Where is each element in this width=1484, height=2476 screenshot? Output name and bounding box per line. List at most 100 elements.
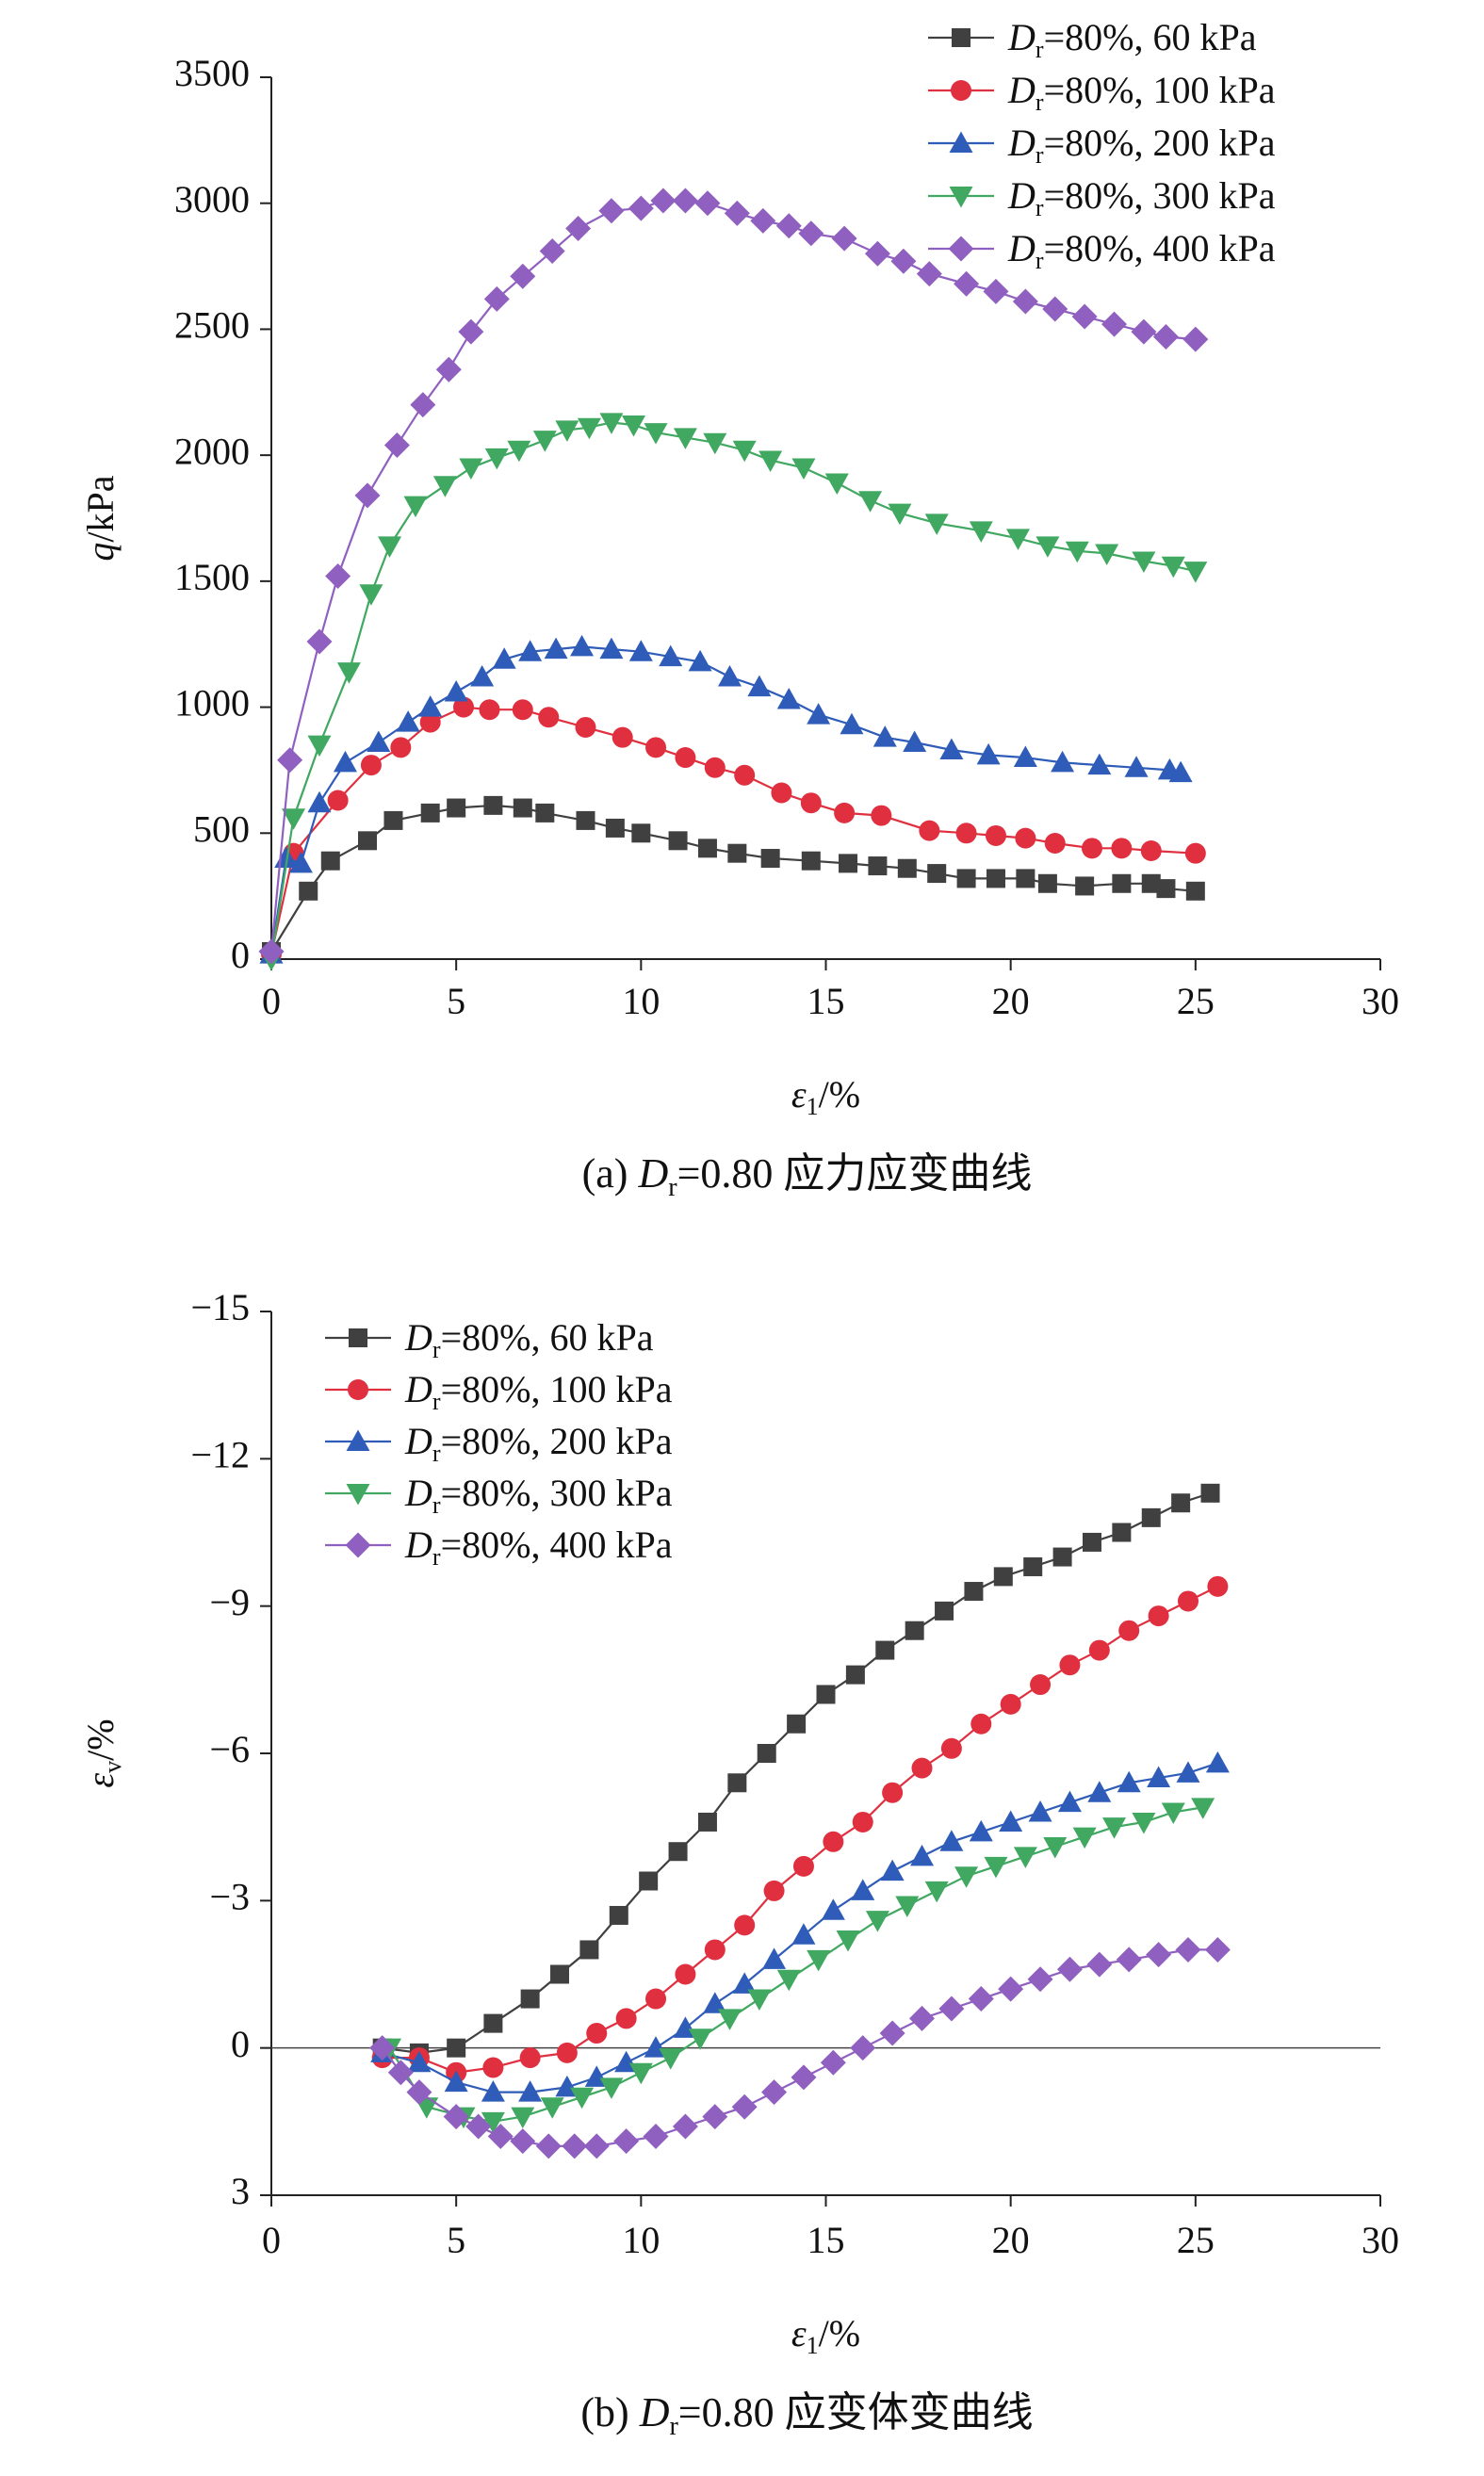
x-tick-label: 0 [262, 2219, 281, 2261]
y-tick-label: 3 [231, 2170, 250, 2212]
marker-diamond [850, 2035, 876, 2061]
marker-square [1141, 873, 1161, 893]
chart-stress-strain: 0 5 10 15 20 25 30 0 500 1000 1500 2000 2500 3000 3500… [79, 16, 1399, 1202]
marker-diamond [831, 225, 857, 252]
text-span: ε [791, 2312, 807, 2354]
text-span: =80%, 300 kPa [441, 1472, 673, 1514]
marker-triangle-up [1147, 1766, 1171, 1788]
y-tick-label: 1500 [174, 556, 250, 598]
marker-square [816, 1685, 836, 1704]
marker-diamond [465, 2113, 492, 2140]
marker-triangle-up [659, 644, 683, 667]
marker-triangle-up [1013, 745, 1037, 768]
text-span: r [1036, 36, 1044, 63]
legend-label: Dr=80%, 200 kPa [404, 1420, 673, 1467]
legend-label: Dr=80%, 60 kPa [404, 1316, 654, 1363]
marker-circle [919, 820, 940, 841]
marker-triangle-down [1183, 562, 1208, 583]
text-span: r [432, 1491, 441, 1519]
marker-square [1037, 873, 1057, 893]
marker-circle [704, 757, 726, 778]
text-span: D [1007, 16, 1036, 58]
marker-square [483, 795, 503, 815]
marker-diamond [1204, 1936, 1231, 1963]
marker-circle [940, 1737, 962, 1759]
marker-circle [1015, 827, 1036, 849]
marker-square [760, 849, 780, 869]
x-tick-label: 5 [447, 980, 465, 1022]
marker-triangle-down [1036, 536, 1060, 558]
text-span: =80%, 100 kPa [1044, 69, 1276, 111]
marker-triangle-up [851, 1879, 875, 1900]
marker-square [447, 798, 466, 818]
marker-square [447, 2038, 466, 2058]
marker-diamond [345, 1532, 371, 1558]
legend-label: Dr=80%, 60 kPa [1007, 16, 1257, 63]
marker-diamond [954, 270, 980, 297]
marker-square [956, 869, 976, 888]
marker-triangle-down [758, 450, 783, 472]
series-line [269, 421, 1197, 960]
marker-diamond [998, 1976, 1024, 2002]
marker-triangle-up [544, 637, 568, 660]
marker-circle [519, 2047, 541, 2069]
x-tick-label: 15 [807, 980, 845, 1022]
series-line [269, 645, 1182, 954]
marker-square [299, 881, 318, 901]
marker-triangle-up [910, 1844, 935, 1866]
marker-triangle-down [969, 521, 993, 543]
marker-diamond [909, 2005, 936, 2031]
marker-square [668, 831, 688, 851]
marker-triangle-up [939, 738, 964, 760]
marker-diamond [916, 261, 942, 287]
marker-triangle-up [570, 634, 595, 657]
marker-triangle-down [346, 1484, 370, 1506]
marker-circle [479, 699, 500, 721]
marker-triangle-down [776, 1969, 801, 1992]
series-0 [262, 795, 1205, 961]
marker-triangle-up [288, 851, 313, 873]
x-tick-label: 20 [992, 2219, 1030, 2261]
y-tick-label: 500 [193, 807, 250, 850]
marker-diamond [383, 432, 410, 458]
text-span: =80%, 60 kPa [441, 1316, 654, 1359]
marker-triangle-down [1161, 1802, 1185, 1825]
text-span: D [404, 1472, 432, 1514]
marker-circle [734, 764, 756, 786]
text-span: =80%, 60 kPa [1044, 16, 1257, 58]
marker-square [801, 851, 821, 871]
marker-triangle-down [673, 428, 697, 449]
series-line [382, 1762, 1218, 2093]
marker-triangle-down [1132, 551, 1156, 573]
text-span: D [404, 1368, 432, 1410]
marker-diamond [406, 2079, 432, 2106]
marker-triangle-down [1102, 1817, 1127, 1839]
text-span: r [1036, 89, 1044, 116]
text-span: q [79, 543, 122, 562]
legend: Dr=80%, 60 kPa Dr =80%, 100 kPa Dr=80%, 200… [325, 1316, 673, 1571]
x-tick-label: 10 [622, 980, 660, 1022]
marker-triangle-down [984, 1856, 1008, 1879]
marker-triangle-up [880, 1859, 905, 1881]
marker-triangle-up [762, 1947, 787, 1969]
marker-circle [704, 1939, 726, 1961]
marker-triangle-down [459, 458, 483, 481]
marker-triangle-up [407, 2050, 432, 2073]
marker-diamond [650, 187, 677, 214]
marker-triangle-down [659, 2048, 683, 2070]
marker-circle [955, 823, 977, 844]
marker-diamond [672, 187, 698, 214]
marker-diamond [791, 2064, 817, 2091]
marker-triangle-up [1176, 1761, 1200, 1783]
text-span: =80%, 100 kPa [441, 1368, 673, 1410]
marker-diamond [510, 263, 536, 289]
marker-diamond [562, 2133, 588, 2159]
y-tick-label: 3500 [174, 52, 250, 94]
marker-triangle-down [688, 2028, 712, 2050]
y-tick-label: 0 [231, 934, 250, 976]
marker-square [1075, 876, 1095, 896]
marker-square [697, 839, 717, 858]
marker-square [897, 858, 917, 878]
marker-square [993, 1567, 1013, 1587]
marker-triangle-down [307, 735, 332, 757]
